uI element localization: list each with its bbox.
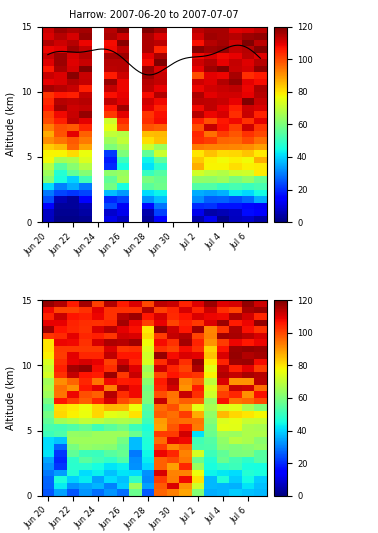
Title: Harrow: 2007-06-20 to 2007-07-07: Harrow: 2007-06-20 to 2007-07-07: [69, 10, 239, 20]
Y-axis label: Altitude (km): Altitude (km): [6, 92, 16, 156]
Y-axis label: Altitude (km): Altitude (km): [6, 366, 16, 430]
